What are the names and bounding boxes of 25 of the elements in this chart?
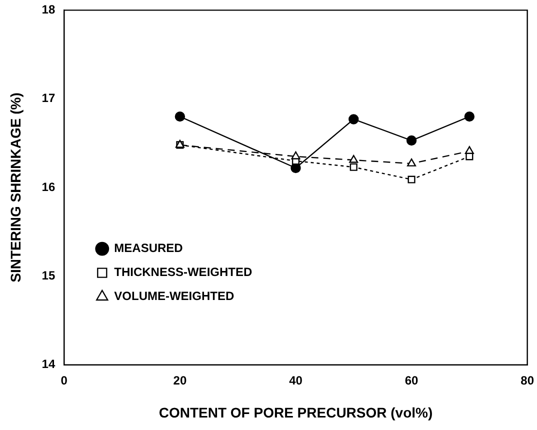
point — [408, 176, 416, 184]
y-tick-label: 14 — [42, 357, 56, 372]
legend-label: VOLUME-WEIGHTED — [114, 289, 234, 304]
x-tick-label: 60 — [404, 373, 419, 388]
point — [291, 151, 300, 160]
point — [407, 158, 416, 166]
y-tick-label: 16 — [42, 180, 56, 194]
x-tick-label: 40 — [289, 373, 303, 388]
x-tick-label: 0 — [60, 373, 68, 388]
point — [349, 154, 358, 163]
point — [348, 114, 359, 124]
point — [174, 111, 186, 122]
point — [406, 135, 417, 146]
y-tick-label: 15 — [42, 268, 56, 282]
point — [464, 146, 474, 154]
x-tick-label: 20 — [173, 373, 187, 388]
y-tick-label: 18 — [42, 2, 56, 17]
point — [350, 163, 358, 171]
point — [464, 111, 475, 122]
y-axis-title: SINTERING SHRINKAGE (%) — [7, 92, 24, 282]
legend-label: MEASURED — [114, 241, 184, 256]
y-tick-label: 17 — [42, 91, 56, 106]
x-axis-title: CONTENT OF PORE PRECURSOR (vol%) — [158, 404, 433, 420]
x-tick-label: 80 — [520, 373, 534, 388]
legend-label: THICKNESS-WEIGHTED — [114, 265, 252, 280]
